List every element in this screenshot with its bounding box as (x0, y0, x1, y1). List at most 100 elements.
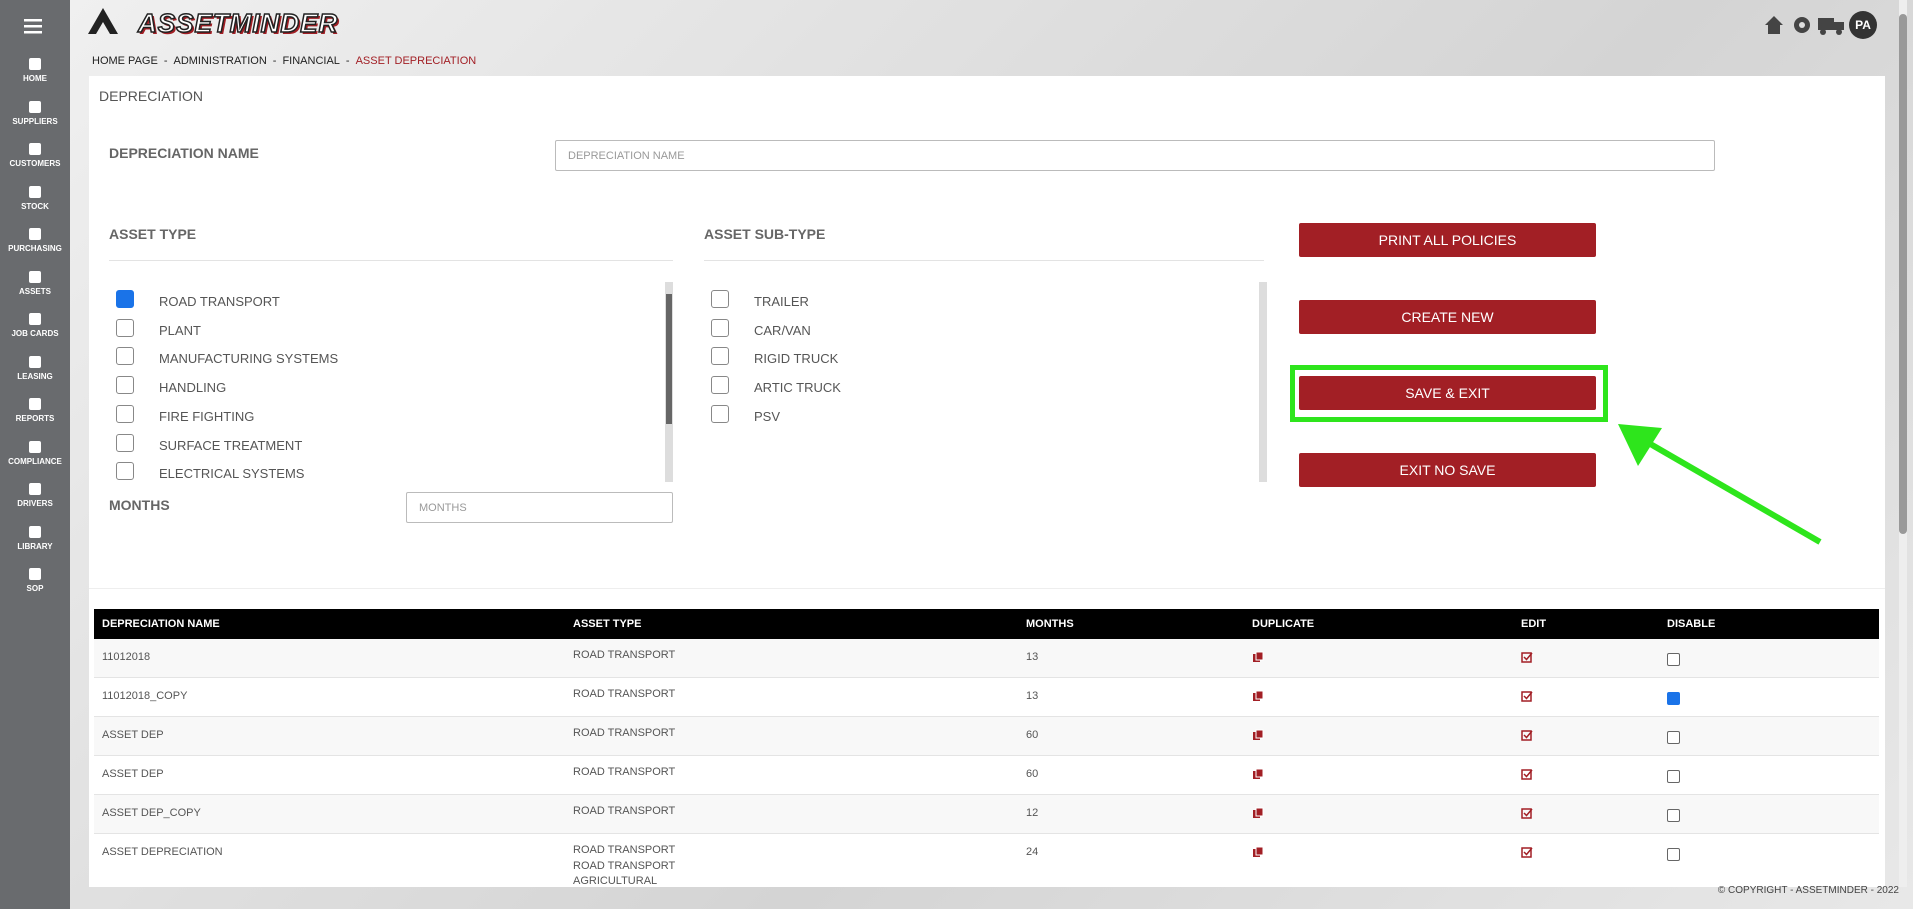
cell-asset-type: ROAD TRANSPORT (573, 687, 675, 703)
arrow (1618, 424, 1822, 545)
checkbox[interactable] (711, 290, 729, 308)
edit-icon[interactable] (1521, 807, 1533, 822)
duplicate-icon[interactable] (1252, 729, 1264, 744)
checkbox[interactable] (711, 347, 729, 366)
divider (89, 588, 1885, 589)
option-label: CAR/VAN (754, 322, 811, 338)
field-label: ASSET TYPE (109, 226, 197, 242)
edit-icon[interactable] (1521, 651, 1533, 666)
sub-type-list: TRAILER CAR/VAN RIGID TRUCK ARTIC TRUCK PSV (89, 282, 1269, 482)
checkbox[interactable] (711, 376, 729, 395)
nav-icon (29, 398, 41, 410)
disable-checkbox[interactable] (1667, 848, 1680, 861)
nav-item[interactable]: SUPPLIERS (0, 99, 70, 126)
nav-item[interactable]: CUSTOMERS (0, 141, 70, 168)
button[interactable]: SAVE & EXIT (1299, 376, 1596, 410)
nav-item[interactable]: REPORTS (0, 396, 70, 423)
nav-item[interactable]: LIBRARY (0, 524, 70, 551)
nav-icon (29, 100, 41, 113)
nav-icon (29, 58, 41, 70)
breadcrumb-item[interactable]: HOME PAGE (92, 55, 158, 67)
name-input[interactable]: DEPRECIATION NAME (555, 140, 1715, 171)
option-label: PLANT (159, 322, 201, 338)
nav-label: ASSETS (18, 286, 51, 296)
nav-icon (29, 313, 41, 325)
disable-checkbox[interactable] (1667, 653, 1680, 666)
cell-asset-type: ROAD TRANSPORT (573, 726, 675, 742)
nav-item[interactable]: COMPLIANCE (0, 439, 70, 466)
nav-item[interactable]: DRIVERS (0, 481, 70, 508)
edit-icon[interactable] (1521, 768, 1533, 783)
checkbox[interactable] (116, 404, 134, 423)
disable-checkbox[interactable] (1667, 809, 1680, 822)
panel: DEPRECIATION DEPRECIATION NAME DEPRECIAT… (89, 76, 1885, 887)
breadcrumb-item[interactable]: FINANCIAL (282, 55, 340, 67)
duplicate-icon[interactable] (1252, 807, 1264, 822)
nav-item[interactable]: LEASING (0, 354, 70, 381)
asset-type-list: ROAD TRANSPORT PLANT MANUFACTURING SYSTEMS… (89, 282, 679, 482)
edit-icon[interactable] (1521, 729, 1533, 744)
nav-item[interactable]: PURCHASING (0, 226, 70, 253)
field-label: MONTHS (109, 497, 170, 513)
option-label: SURFACE TREATMENT (159, 437, 303, 453)
scrollbar[interactable] (1259, 282, 1267, 482)
nav-icon (29, 525, 41, 538)
disable-checkbox[interactable] (1667, 770, 1680, 783)
checkbox[interactable] (116, 433, 134, 452)
duplicate-icon[interactable] (1252, 846, 1264, 861)
cell-name: ASSET DEPRECIATION (102, 846, 223, 858)
disable-checkbox[interactable] (1667, 692, 1680, 705)
nav-item[interactable]: JOB CARDS (0, 311, 70, 338)
divider (109, 260, 673, 261)
nav-item[interactable]: HOME (0, 56, 70, 83)
button[interactable]: CREATE NEW (1299, 300, 1596, 334)
top-icons[interactable] (1762, 12, 1852, 38)
checkbox[interactable] (711, 404, 729, 423)
breadcrumb-separator: - (345, 55, 350, 67)
table-header: DEPRECIATION NAME ASSET TYPE MONTHS DUPLICA… (94, 609, 1879, 639)
cell-asset-type: ROAD TRANSPORT (573, 804, 675, 820)
column-header: DISABLE (1667, 618, 1716, 630)
nav-icon (29, 143, 41, 155)
months-input[interactable]: MONTHS (406, 492, 673, 523)
nav-icon (29, 483, 41, 495)
page-scrollbar[interactable] (1899, 0, 1907, 887)
nav-item[interactable]: SOP (0, 566, 70, 593)
table-row: ASSET DEPRECIATION ROAD TRANSPORT ROAD TRA… (94, 834, 1879, 887)
cell-name: ASSET DEP (102, 729, 164, 741)
duplicate-icon[interactable] (1252, 651, 1264, 666)
edit-icon[interactable] (1521, 690, 1533, 705)
asset-type: ROAD TRANSPORT (573, 844, 676, 856)
button[interactable]: EXIT NO SAVE (1299, 453, 1596, 487)
column-header: DUPLICATE (1252, 618, 1315, 630)
checkbox[interactable] (116, 290, 134, 308)
scrollbar[interactable] (665, 282, 673, 482)
checkbox[interactable] (116, 347, 134, 366)
column-header: MONTHS (1026, 618, 1074, 630)
checkbox[interactable] (116, 376, 134, 395)
duplicate-icon[interactable] (1252, 690, 1264, 705)
nav-item[interactable]: ASSETS (0, 269, 70, 296)
cell-months: 12 (1026, 807, 1039, 819)
breadcrumb-item[interactable]: ADMINISTRATION (173, 55, 267, 67)
nav-label: STOCK (21, 201, 49, 211)
asset-type: ROAD TRANSPORT (573, 727, 676, 739)
field-label: DEPRECIATION NAME (109, 145, 259, 161)
nav-label: COMPLIANCE (8, 456, 62, 466)
cell-months: 13 (1026, 690, 1039, 702)
nav-item[interactable]: STOCK (0, 184, 70, 211)
cell-name: 11012018 (102, 651, 151, 663)
user-avatar[interactable]: PA (1849, 11, 1877, 39)
edit-icon[interactable] (1521, 846, 1533, 861)
cell-name: ASSET DEP_COPY (102, 807, 201, 819)
button[interactable]: PRINT ALL POLICIES (1299, 223, 1596, 257)
disable-checkbox[interactable] (1667, 731, 1680, 744)
cell-name: ASSET DEP (102, 768, 164, 780)
menu-icon[interactable] (24, 18, 46, 34)
checkbox[interactable] (116, 318, 134, 337)
checkbox[interactable] (711, 318, 729, 337)
duplicate-icon[interactable] (1252, 768, 1264, 783)
checkbox[interactable] (116, 462, 134, 481)
breadcrumb: HOME PAGE - ADMINISTRATION - FINANCIAL - ASSET… (92, 55, 476, 67)
option-label: RIGID TRUCK (754, 351, 839, 367)
